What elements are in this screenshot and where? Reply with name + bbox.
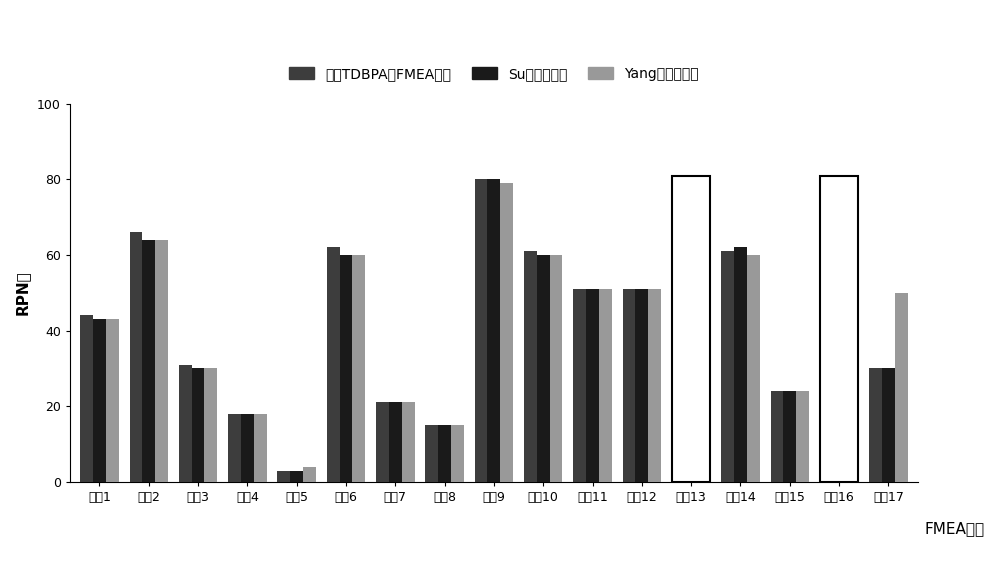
Bar — [648, 289, 661, 482]
Bar — [192, 369, 204, 482]
Bar — [254, 414, 267, 482]
Bar — [783, 391, 796, 482]
Bar — [672, 175, 710, 482]
Bar — [573, 289, 586, 482]
Bar — [586, 289, 599, 482]
Bar — [241, 414, 254, 482]
Bar — [524, 251, 537, 482]
Bar — [475, 179, 487, 482]
Bar — [796, 391, 809, 482]
Bar — [895, 293, 908, 482]
Bar — [820, 175, 833, 482]
Bar — [623, 289, 635, 482]
Bar — [340, 255, 352, 482]
Bar — [672, 175, 710, 482]
Bar — [685, 293, 698, 482]
Bar — [179, 365, 192, 482]
Bar — [106, 319, 119, 482]
Bar — [93, 319, 106, 482]
Bar — [290, 470, 303, 482]
Bar — [438, 425, 451, 482]
Bar — [599, 289, 612, 482]
Bar — [352, 255, 365, 482]
Bar — [537, 255, 550, 482]
Bar — [698, 255, 710, 482]
Bar — [487, 179, 500, 482]
Bar — [142, 240, 155, 482]
Bar — [327, 247, 340, 482]
Y-axis label: RPN值: RPN值 — [15, 270, 30, 315]
Text: FMEA项目: FMEA项目 — [925, 521, 985, 536]
Bar — [833, 369, 845, 482]
Bar — [204, 369, 217, 482]
Bar — [882, 369, 895, 482]
Bar — [771, 391, 783, 482]
Bar — [550, 255, 562, 482]
Bar — [80, 315, 93, 482]
Bar — [869, 369, 882, 482]
Bar — [425, 425, 438, 482]
Bar — [635, 289, 648, 482]
Bar — [721, 251, 734, 482]
Bar — [277, 470, 290, 482]
Bar — [672, 175, 685, 482]
Bar — [389, 402, 402, 482]
Legend: 基于TDBPA的FMEA方法, Su等人的方法, Yang等人的方法: 基于TDBPA的FMEA方法, Su等人的方法, Yang等人的方法 — [283, 61, 704, 87]
Bar — [500, 183, 513, 482]
Bar — [820, 175, 858, 482]
Bar — [747, 255, 760, 482]
Bar — [402, 402, 415, 482]
Bar — [451, 425, 464, 482]
Bar — [228, 414, 241, 482]
Bar — [376, 402, 389, 482]
Bar — [130, 232, 142, 482]
Bar — [734, 247, 747, 482]
Bar — [820, 175, 858, 482]
Bar — [155, 240, 168, 482]
Bar — [303, 467, 316, 482]
